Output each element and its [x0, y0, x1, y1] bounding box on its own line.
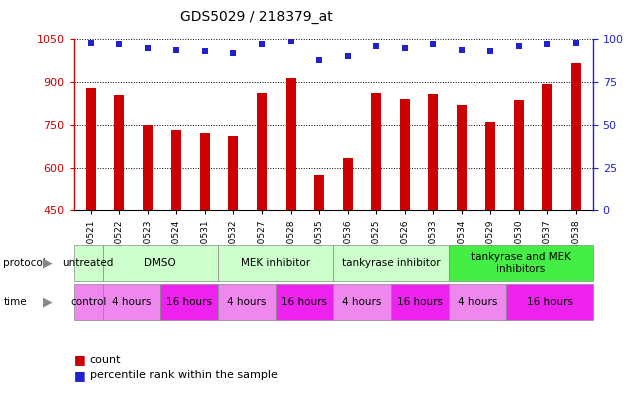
Point [371, 43, 381, 49]
Bar [571, 62, 581, 210]
Point [143, 45, 153, 51]
Point [542, 41, 553, 48]
Point [257, 41, 267, 48]
Text: 16 hours: 16 hours [281, 297, 328, 307]
Text: untreated: untreated [62, 258, 114, 268]
Point [200, 48, 210, 54]
Text: 4 hours: 4 hours [112, 297, 151, 307]
Text: 16 hours: 16 hours [397, 297, 443, 307]
Text: 16 hours: 16 hours [166, 297, 212, 307]
Text: ■: ■ [74, 369, 85, 382]
Point [228, 50, 238, 56]
Bar [399, 99, 410, 210]
Bar [342, 158, 353, 210]
Text: 4 hours: 4 hours [227, 297, 267, 307]
Bar [285, 78, 296, 210]
Point [171, 46, 181, 53]
Point [86, 40, 96, 46]
Bar [513, 100, 524, 210]
Point [485, 48, 495, 54]
Bar [143, 125, 153, 210]
Point [456, 46, 467, 53]
Bar [171, 130, 181, 210]
Bar [86, 88, 96, 210]
Bar [428, 94, 438, 210]
Bar [114, 95, 124, 210]
Bar [542, 84, 553, 210]
Point [114, 41, 124, 48]
Point [513, 43, 524, 49]
Bar [456, 105, 467, 210]
Text: 4 hours: 4 hours [458, 297, 497, 307]
Bar [371, 93, 381, 210]
Bar [200, 133, 210, 210]
Point [342, 53, 353, 59]
Bar [257, 94, 267, 210]
Point [399, 45, 410, 51]
Text: time: time [3, 297, 27, 307]
Bar [228, 136, 238, 210]
Text: 16 hours: 16 hours [527, 297, 572, 307]
Text: tankyrase inhibitor: tankyrase inhibitor [342, 258, 440, 268]
Point [428, 41, 438, 48]
Text: control: control [70, 297, 106, 307]
Text: tankyrase and MEK
inhibitors: tankyrase and MEK inhibitors [471, 252, 570, 274]
Text: GDS5029 / 218379_at: GDS5029 / 218379_at [180, 10, 333, 24]
Text: count: count [90, 354, 121, 365]
Text: DMSO: DMSO [144, 258, 176, 268]
Bar [314, 175, 324, 210]
Point [570, 40, 581, 46]
Text: percentile rank within the sample: percentile rank within the sample [90, 370, 278, 380]
Text: ■: ■ [74, 353, 85, 366]
Text: ▶: ▶ [43, 296, 53, 309]
Text: ▶: ▶ [43, 256, 53, 270]
Text: protocol: protocol [3, 258, 46, 268]
Point [285, 38, 296, 44]
Text: 4 hours: 4 hours [342, 297, 382, 307]
Text: MEK inhibitor: MEK inhibitor [241, 258, 310, 268]
Point [314, 57, 324, 63]
Bar [485, 122, 495, 210]
